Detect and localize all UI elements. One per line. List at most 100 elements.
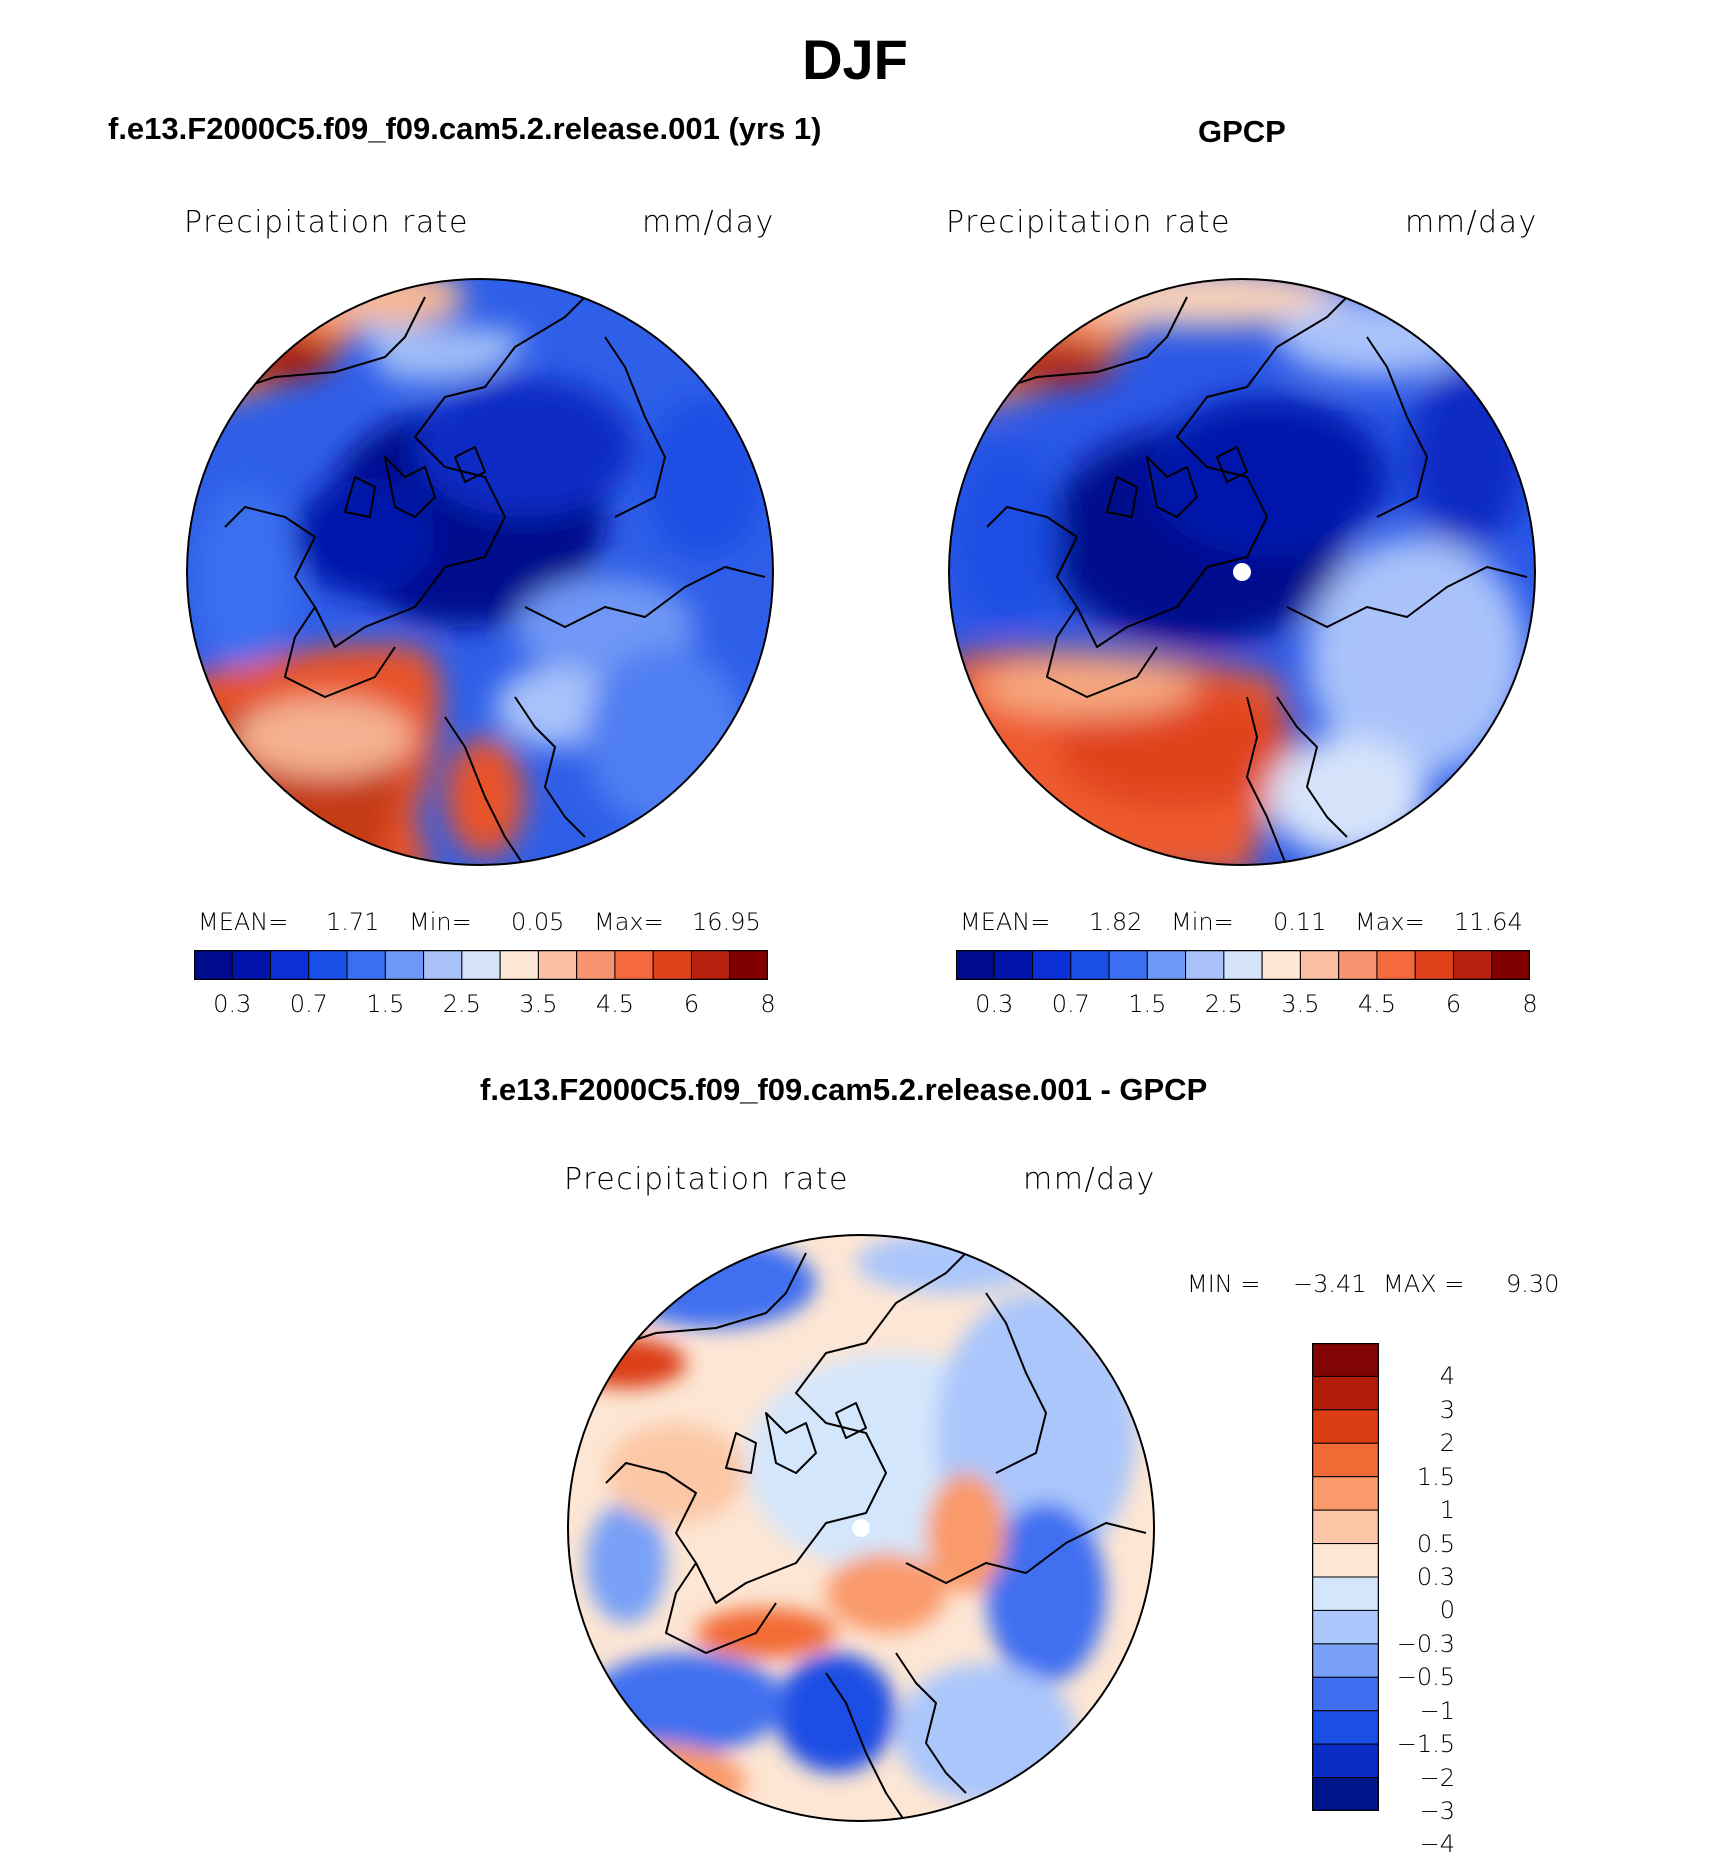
model-precip-map <box>186 278 774 866</box>
diff-max-label: MAX = <box>1383 1270 1465 1298</box>
colorbar-swatch <box>1070 950 1110 980</box>
diff-max-value: 9.30 <box>1506 1270 1560 1298</box>
diff-pole-marker <box>852 1519 870 1537</box>
diff-colorbar-swatch <box>1312 1743 1379 1779</box>
diff-colorbar-swatch <box>1312 1543 1379 1578</box>
colorbar-swatch <box>652 950 692 980</box>
diff-colorbar-tick-label: −4 <box>1419 1830 1455 1858</box>
colorbar-tick-label: 1.5 <box>1128 990 1167 1018</box>
colorbar-tick-label: 1.5 <box>366 990 405 1018</box>
colorbar-tick-label: 3.5 <box>1281 990 1320 1018</box>
diff-colorbar-swatch <box>1312 1343 1379 1377</box>
colorbar-swatch <box>537 950 578 980</box>
colorbar-swatch <box>1452 950 1493 980</box>
diff-colorbar-swatch <box>1312 1676 1379 1712</box>
obs-colorbar <box>956 950 1530 980</box>
colorbar-tick-label: 2.5 <box>1204 990 1243 1018</box>
model-min-label: Min= <box>409 908 472 936</box>
colorbar-swatch <box>1146 950 1187 980</box>
model-max-label: Max= <box>594 908 664 936</box>
colorbar-swatch <box>423 950 463 980</box>
diff-colorbar-swatch <box>1312 1375 1379 1411</box>
colorbar-swatch <box>384 950 425 980</box>
diff-precip-map <box>567 1234 1155 1822</box>
diff-colorbar-tick-label: 2 <box>1439 1429 1455 1458</box>
diff-colorbar-swatch <box>1312 1442 1379 1478</box>
diff-colorbar-tick-label: 1 <box>1439 1496 1455 1525</box>
colorbar-swatch <box>194 950 233 980</box>
model-variable-label: Precipitation rate <box>184 205 469 240</box>
colorbar-swatch <box>729 950 768 980</box>
model-panel-title: f.e13.F2000C5.f09_f09.cam5.2.release.001… <box>108 111 822 146</box>
model-colorbar-ticks: 0.3 0.7 1.5 2.5 3.5 4.5 6 8 <box>194 990 775 1018</box>
diff-colorbar-tick-label: −0.5 <box>1396 1663 1455 1692</box>
colorbar-swatch <box>1338 950 1378 980</box>
colorbar-swatch <box>690 950 731 980</box>
model-mean-label: MEAN= <box>198 908 289 936</box>
obs-units-label: mm/day <box>1405 205 1538 240</box>
colorbar-tick-label: 0.7 <box>289 990 328 1018</box>
diff-colorbar-swatch <box>1312 1509 1379 1545</box>
diff-min-value: −3.41 <box>1293 1270 1367 1298</box>
colorbar-tick-label: 4.5 <box>595 990 634 1018</box>
model-min-value: 0.05 <box>511 908 565 936</box>
colorbar-swatch <box>1032 950 1072 980</box>
colorbar-tick-label: 2.5 <box>442 990 481 1018</box>
obs-variable-label: Precipitation rate <box>946 205 1231 240</box>
diff-colorbar-swatch <box>1312 1643 1379 1678</box>
model-mean-value: 1.71 <box>326 908 380 936</box>
obs-precip-map <box>948 278 1536 866</box>
colorbar-swatch <box>308 950 348 980</box>
colorbar-swatch <box>270 950 310 980</box>
diff-colorbar-tick-label: 0 <box>1439 1596 1455 1625</box>
obs-min-label: Min= <box>1171 908 1234 936</box>
diff-colorbar <box>1312 1343 1379 1811</box>
diff-colorbar-tick-label: −3 <box>1419 1797 1455 1825</box>
diff-variable-label: Precipitation rate <box>564 1162 849 1197</box>
diff-colorbar-swatch <box>1312 1476 1379 1511</box>
diff-panel-title: f.e13.F2000C5.f09_f09.cam5.2.release.001… <box>480 1072 1208 1107</box>
diff-min-label: MIN = <box>1187 1270 1261 1298</box>
colorbar-swatch <box>956 950 995 980</box>
diff-colorbar-ticks: 4 3 2 1.5 1 0.5 0.3 0 −0.3 −0.5 −1 −1.5 −2 −3 −4 <box>1385 1343 1505 1856</box>
colorbar-swatch <box>1414 950 1454 980</box>
obs-min-value: 0.11 <box>1273 908 1327 936</box>
diff-colorbar-tick-label: −2 <box>1419 1763 1455 1792</box>
diff-colorbar-tick-label: −1.5 <box>1396 1730 1455 1759</box>
colorbar-swatch <box>1376 950 1416 980</box>
obs-colorbar-ticks: 0.3 0.7 1.5 2.5 3.5 4.5 6 8 <box>956 990 1537 1018</box>
colorbar-tick-label: 0.3 <box>975 990 1014 1018</box>
diff-colorbar-swatch <box>1312 1576 1379 1611</box>
diff-colorbar-swatch <box>1312 1609 1379 1645</box>
colorbar-swatch <box>231 950 272 980</box>
colorbar-tick-label: 4.5 <box>1357 990 1396 1018</box>
diff-colorbar-tick-label: 3 <box>1439 1395 1455 1424</box>
colorbar-swatch <box>1223 950 1263 980</box>
colorbar-tick-label: 0.3 <box>213 990 252 1018</box>
diff-colorbar-swatch <box>1312 1710 1379 1745</box>
colorbar-swatch <box>1261 950 1301 980</box>
obs-max-value: 11.64 <box>1454 908 1523 936</box>
diff-colorbar-tick-label: 0.5 <box>1416 1529 1455 1558</box>
colorbar-swatch <box>993 950 1034 980</box>
obs-pole-marker <box>1233 563 1251 581</box>
colorbar-swatch <box>346 950 386 980</box>
colorbar-tick-label: 0.7 <box>1051 990 1090 1018</box>
colorbar-tick-label: 6 <box>683 990 700 1018</box>
colorbar-swatch <box>1185 950 1225 980</box>
diff-colorbar-tick-label: 0.3 <box>1416 1563 1455 1591</box>
colorbar-tick-label: 8 <box>760 990 776 1018</box>
colorbar-swatch <box>576 950 616 980</box>
obs-mean-value: 1.82 <box>1089 908 1143 936</box>
model-colorbar <box>194 950 768 980</box>
diff-colorbar-swatch <box>1312 1409 1379 1444</box>
colorbar-swatch <box>1108 950 1148 980</box>
diff-colorbar-tick-label: −1 <box>1419 1696 1455 1725</box>
model-units-label: mm/day <box>642 205 775 240</box>
colorbar-swatch <box>1491 950 1530 980</box>
diff-units-label: mm/day <box>1023 1162 1156 1197</box>
colorbar-tick-label: 3.5 <box>519 990 558 1018</box>
model-max-value: 16.95 <box>692 908 761 936</box>
obs-panel-title: GPCP <box>1198 114 1286 149</box>
diff-colorbar-swatch <box>1312 1777 1379 1811</box>
